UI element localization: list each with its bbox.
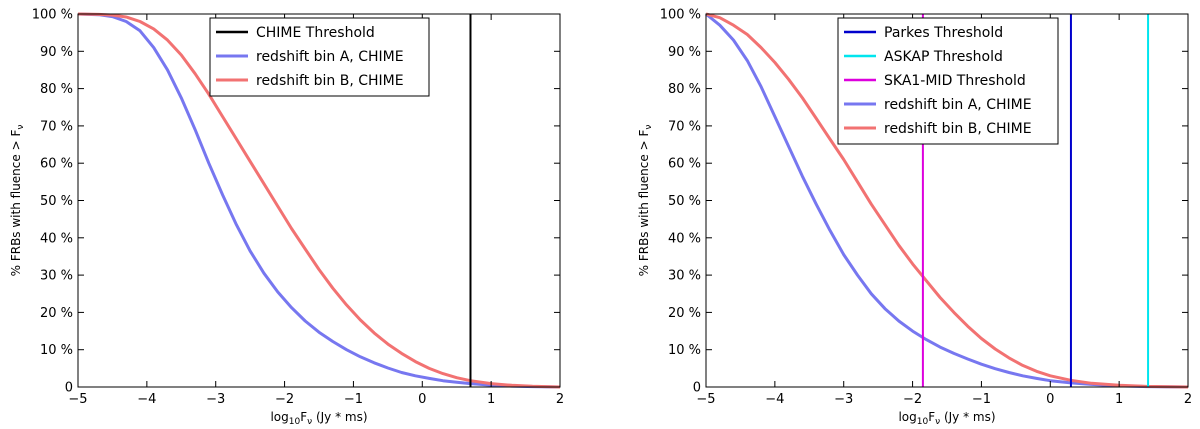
y-tick-label: 100 % bbox=[32, 8, 73, 23]
y-tick-label: 30 % bbox=[668, 269, 701, 284]
y-tick-label: 80 % bbox=[668, 82, 701, 97]
x-tick-label: −2 bbox=[275, 392, 294, 407]
y-axis-label: % FRBs with fluence > Fν bbox=[9, 125, 26, 277]
chart-left: −5 −4 −3 −2 −1 0 1 2 0 10 % 20 % 30 % 40 % 50 % 60 % 70… bbox=[9, 8, 564, 428]
y-tick-label: 50 % bbox=[40, 194, 73, 209]
x-tick-label: −5 bbox=[68, 392, 87, 407]
x-tick-label: 1 bbox=[487, 392, 495, 407]
x-axis-label: log10Fν (Jy * ms) bbox=[270, 410, 367, 427]
legend-entry: redshift bin B, CHIME bbox=[256, 73, 404, 89]
y-tick-label: 90 % bbox=[40, 45, 73, 60]
y-tick-label: 80 % bbox=[40, 82, 73, 97]
legend-entry: redshift bin A, CHIME bbox=[884, 97, 1032, 113]
y-tick-label: 60 % bbox=[40, 157, 73, 172]
y-tick-label: 40 % bbox=[40, 231, 73, 246]
y-tick-label: 20 % bbox=[668, 306, 701, 321]
x-tick-label: 2 bbox=[556, 392, 564, 407]
y-tick-label: 20 % bbox=[40, 306, 73, 321]
x-tick-label: 0 bbox=[1046, 392, 1054, 407]
x-tick-label: −4 bbox=[765, 392, 784, 407]
x-axis-label: log10Fν (Jy * ms) bbox=[898, 410, 995, 427]
y-tick-label: 50 % bbox=[668, 194, 701, 209]
series-line-b bbox=[77, 12, 561, 389]
x-tick-label: 1 bbox=[1115, 392, 1123, 407]
legend: Parkes Threshold ASKAP Threshold SKA1-MID … bbox=[837, 17, 1059, 145]
y-tick-label: 70 % bbox=[40, 119, 73, 134]
x-tick-label: −1 bbox=[344, 392, 363, 407]
x-tick-label: 2 bbox=[1184, 392, 1192, 407]
legend: CHIME Threshold redshift bin A, CHIME reds… bbox=[209, 17, 430, 97]
y-tick-label: 0 bbox=[65, 381, 73, 396]
y-tick-label: 40 % bbox=[668, 231, 701, 246]
legend-entry: CHIME Threshold bbox=[256, 25, 375, 41]
x-tick-label: −3 bbox=[834, 392, 853, 407]
x-tick-label: −2 bbox=[903, 392, 922, 407]
y-tick-label: 0 bbox=[693, 381, 701, 396]
y-tick-label: 100 % bbox=[660, 8, 701, 23]
y-tick-label: 10 % bbox=[40, 343, 73, 358]
legend-entry: redshift bin B, CHIME bbox=[884, 121, 1032, 137]
legend-entry: SKA1-MID Threshold bbox=[884, 73, 1026, 89]
y-tick-label: 90 % bbox=[668, 45, 701, 60]
x-tick-label: −4 bbox=[137, 392, 156, 407]
y-tick-label: 60 % bbox=[668, 157, 701, 172]
series-line-a bbox=[77, 12, 561, 389]
y-tick-label: 30 % bbox=[40, 269, 73, 284]
x-tick-label: −5 bbox=[696, 392, 715, 407]
series-line-a bbox=[705, 12, 1189, 389]
chart-right: −5 −4 −3 −2 −1 0 1 2 0 10 % 20 % 30 % 40 % 50 % 60 % 70… bbox=[637, 8, 1192, 428]
legend-entry: Parkes Threshold bbox=[884, 25, 1003, 41]
x-tick-label: −3 bbox=[206, 392, 225, 407]
x-tick-label: 0 bbox=[418, 392, 426, 407]
series-line-b bbox=[705, 12, 1189, 389]
legend-entry: ASKAP Threshold bbox=[884, 49, 1003, 65]
legend-entry: redshift bin A, CHIME bbox=[256, 49, 404, 65]
x-tick-label: −1 bbox=[972, 392, 991, 407]
y-tick-label: 10 % bbox=[668, 343, 701, 358]
y-axis-label: % FRBs with fluence > Fν bbox=[637, 125, 654, 277]
y-tick-label: 70 % bbox=[668, 119, 701, 134]
